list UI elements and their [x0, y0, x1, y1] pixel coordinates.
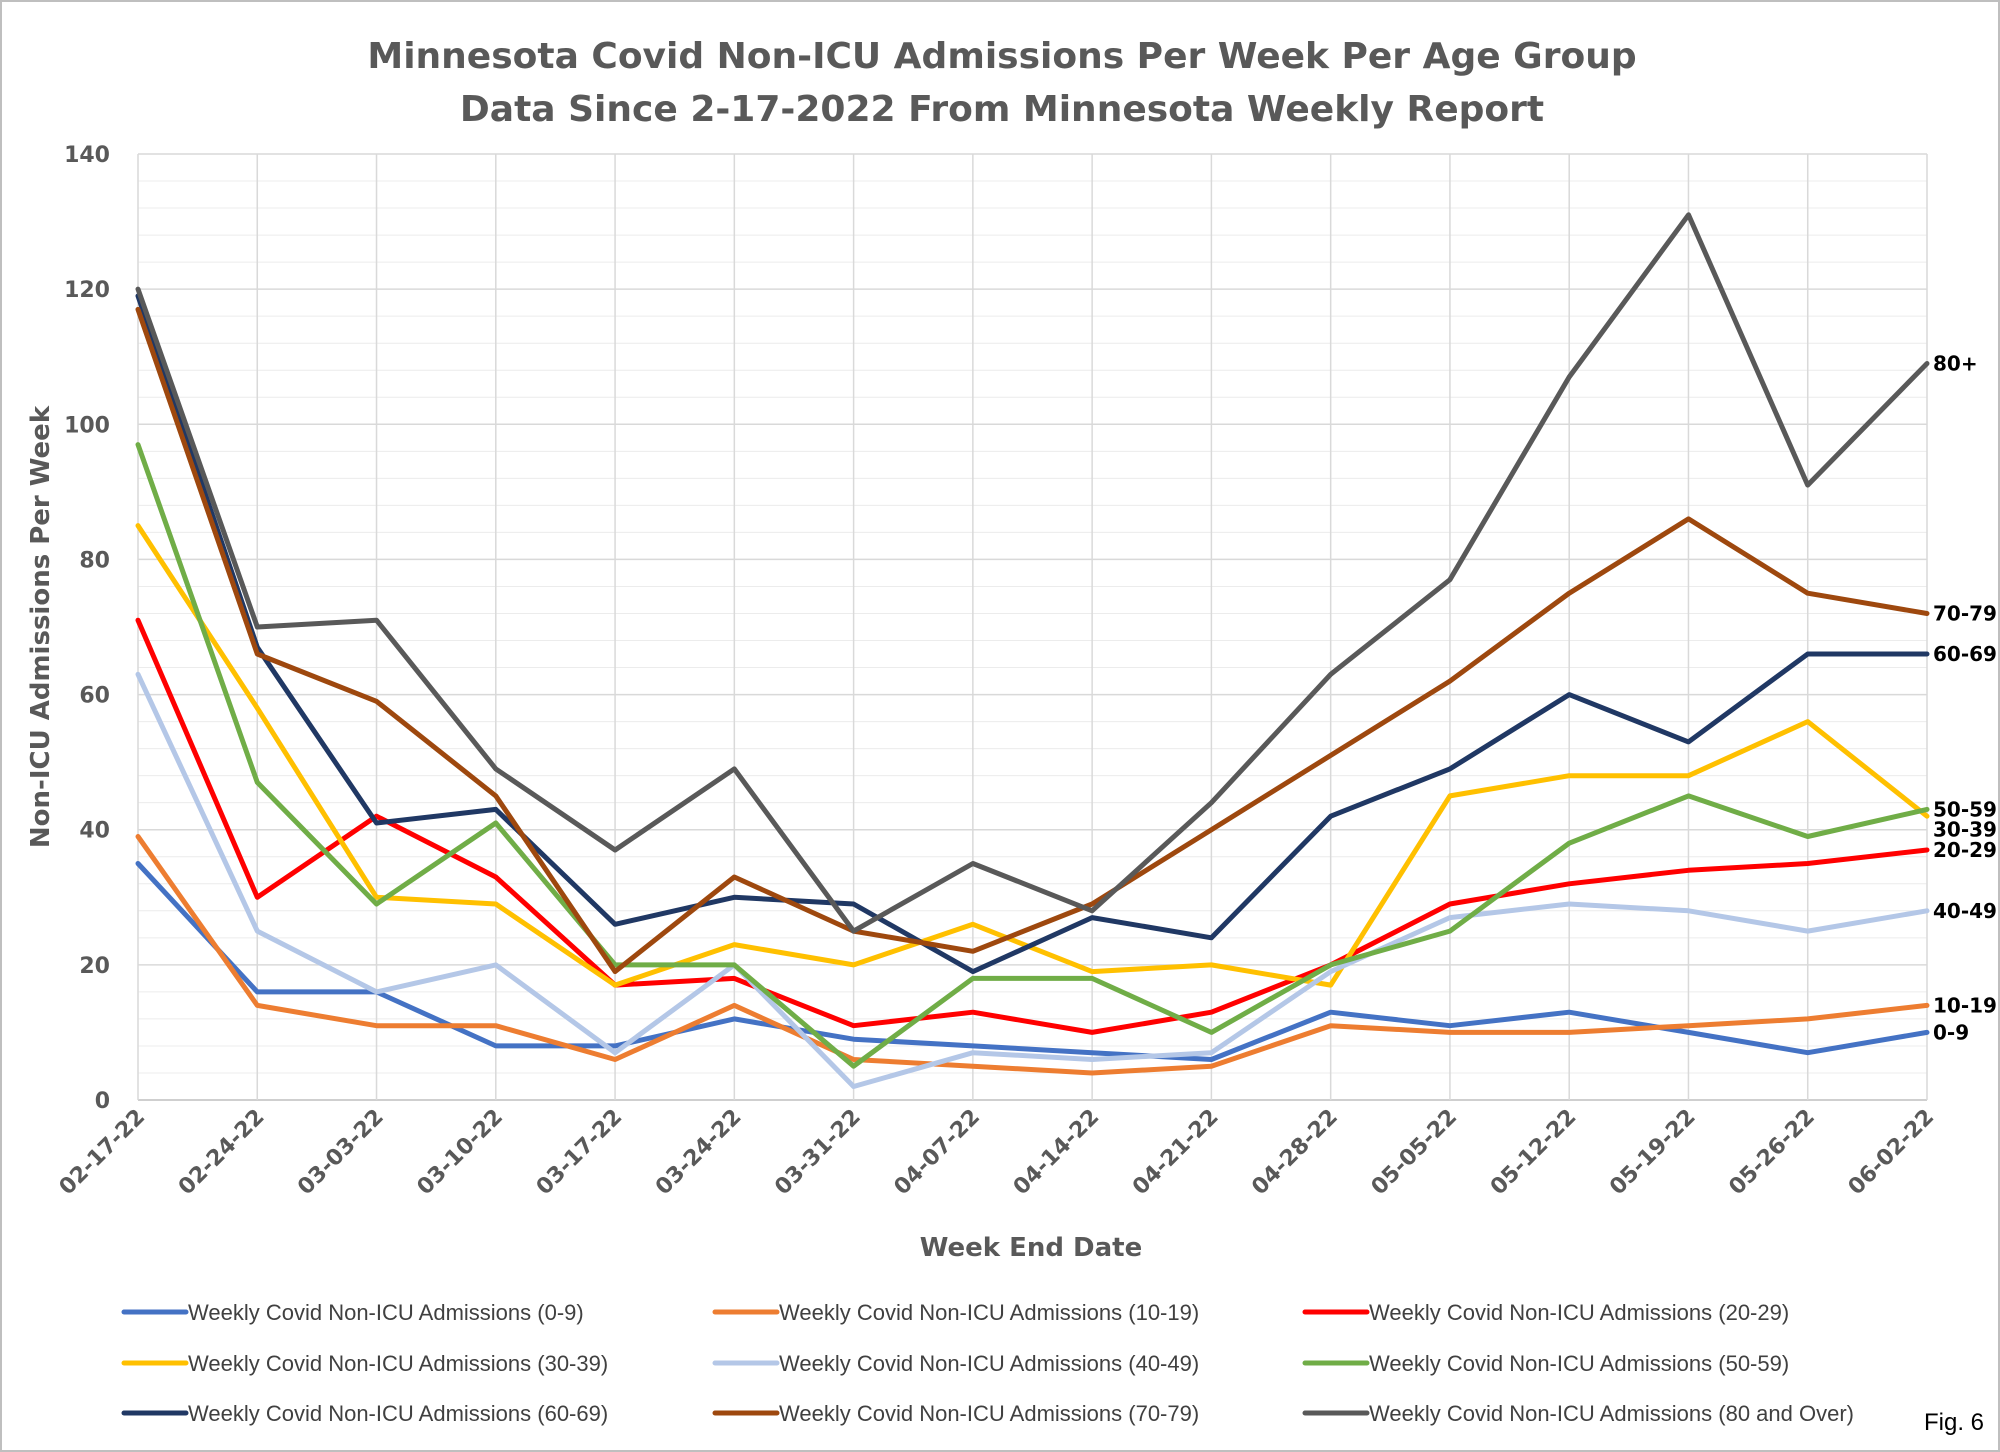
y-tick-label: 80: [79, 548, 110, 573]
legend: Weekly Covid Non-ICU Admissions (0-9) Wee…: [121, 1300, 1854, 1426]
series-lines: [135, 212, 1930, 1089]
y-axis-title: Non-ICU Admissions Per Week: [26, 405, 56, 848]
figure-label: Fig. 6: [1924, 1409, 1984, 1436]
series-line: [135, 442, 1930, 1069]
series-line: [135, 861, 1930, 1062]
x-tick-label: 03-10-22: [413, 1105, 509, 1201]
x-tick-label: 03-24-22: [651, 1105, 747, 1201]
series-end-label: 60-69: [1933, 642, 1997, 666]
series-end-label: 30-39: [1933, 817, 1997, 841]
x-tick-label: 05-19-22: [1605, 1105, 1701, 1201]
y-tick-label: 40: [79, 819, 110, 844]
x-tick-label: 02-24-22: [174, 1105, 270, 1201]
series-line: [135, 671, 1930, 1089]
series-line: [135, 617, 1930, 1035]
x-tick-label: 05-05-22: [1367, 1105, 1463, 1201]
legend-entry-label: Weekly Covid Non-ICU Admissions (80 and …: [1369, 1401, 1854, 1426]
series-line: [135, 293, 1930, 975]
series-end-label: 40-49: [1933, 899, 1997, 923]
x-tick-label: 02-17-22: [55, 1105, 151, 1201]
x-tick-label: 04-14-22: [1009, 1105, 1105, 1201]
series-line: [135, 834, 1930, 1076]
series-line: [135, 306, 1930, 975]
legend-entry-label: Weekly Covid Non-ICU Admissions (40-49): [779, 1351, 1199, 1376]
legend-entry-label: Weekly Covid Non-ICU Admissions (70-79): [779, 1401, 1199, 1426]
chart-title-line-1: Minnesota Covid Non-ICU Admissions Per W…: [367, 36, 1636, 77]
legend-entry-label: Weekly Covid Non-ICU Admissions (20-29): [1369, 1300, 1789, 1325]
series-end-label: 20-29: [1933, 838, 1997, 862]
series-end-label: 50-59: [1933, 797, 1997, 821]
series-end-label: 10-19: [1933, 993, 1997, 1017]
y-tick-label: 140: [64, 143, 110, 168]
series-line: [135, 212, 1930, 934]
y-tick-label: 120: [64, 278, 110, 303]
legend-entry-label: Weekly Covid Non-ICU Admissions (60-69): [188, 1401, 608, 1426]
series-end-label: 70-79: [1933, 601, 1997, 625]
x-tick-label: 03-31-22: [770, 1105, 866, 1201]
legend-entry-label: Weekly Covid Non-ICU Admissions (10-19): [779, 1300, 1199, 1325]
y-tick-label: 60: [79, 684, 110, 709]
series-end-label: 80+: [1933, 351, 1978, 375]
series-line: [135, 523, 1930, 988]
x-tick-label: 05-12-22: [1486, 1105, 1582, 1201]
y-tick-label: 0: [95, 1089, 110, 1114]
x-axis-title: Week End Date: [920, 1233, 1143, 1263]
chart-title-line-2: Data Since 2-17-2022 From Minnesota Week…: [460, 89, 1544, 130]
x-tick-label: 04-21-22: [1128, 1105, 1224, 1201]
x-tick-label: 06-02-22: [1844, 1105, 1940, 1201]
x-tick-label: 03-17-22: [532, 1105, 628, 1201]
series-end-label: 0-9: [1933, 1020, 1969, 1044]
gridlines: [137, 153, 1928, 1101]
legend-entry-label: Weekly Covid Non-ICU Admissions (50-59): [1369, 1351, 1789, 1376]
x-tick-label: 05-26-22: [1724, 1105, 1820, 1201]
x-tick-label: 04-28-22: [1247, 1105, 1343, 1201]
x-tick-label: 03-03-22: [293, 1105, 389, 1201]
y-tick-label: 20: [79, 954, 110, 979]
x-axis-ticks: 02-17-22 02-24-22 03-03-22 03-10-22 03-17-22…: [55, 1105, 1940, 1201]
y-tick-label: 100: [64, 413, 110, 438]
y-axis-ticks: 0 20 40 60 80 100 120 140: [64, 143, 110, 1114]
legend-entry-label: Weekly Covid Non-ICU Admissions (0-9): [188, 1300, 584, 1325]
x-tick-label: 04-07-22: [890, 1105, 986, 1201]
legend-entry-label: Weekly Covid Non-ICU Admissions (30-39): [188, 1351, 608, 1376]
